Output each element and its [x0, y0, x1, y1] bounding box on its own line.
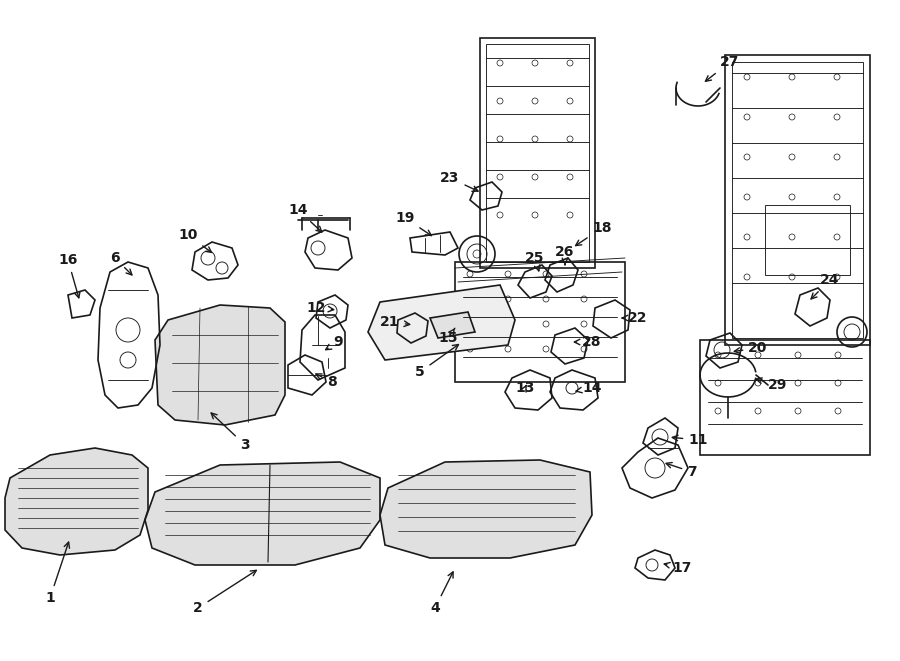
Text: 29: 29: [756, 378, 788, 392]
Polygon shape: [380, 460, 592, 558]
Text: 14: 14: [288, 203, 322, 232]
Text: 23: 23: [440, 171, 478, 191]
Text: 11: 11: [672, 433, 707, 447]
Text: 13: 13: [516, 381, 535, 395]
Polygon shape: [145, 462, 380, 565]
Text: 27: 27: [706, 55, 740, 81]
Text: 15: 15: [438, 329, 458, 345]
Text: 10: 10: [178, 228, 212, 253]
Text: 3: 3: [212, 413, 250, 452]
Text: 2: 2: [194, 570, 256, 615]
Text: 12: 12: [306, 301, 334, 315]
Text: 20: 20: [734, 341, 768, 355]
Text: 4: 4: [430, 572, 453, 615]
Text: 19: 19: [395, 211, 431, 235]
Text: 9: 9: [326, 335, 343, 350]
Text: 7: 7: [666, 463, 697, 479]
Polygon shape: [368, 285, 515, 360]
Text: 28: 28: [574, 335, 602, 349]
Text: 5: 5: [415, 344, 458, 379]
Text: 26: 26: [555, 245, 575, 264]
Polygon shape: [430, 312, 475, 338]
Text: 25: 25: [526, 251, 544, 271]
Text: 17: 17: [664, 561, 692, 575]
Text: 21: 21: [380, 315, 410, 329]
Polygon shape: [155, 305, 285, 425]
Text: 22: 22: [622, 311, 648, 325]
Text: 14: 14: [576, 381, 602, 395]
Text: 24: 24: [811, 273, 840, 299]
Text: 6: 6: [110, 251, 132, 275]
Text: 8: 8: [316, 374, 337, 389]
Text: 18: 18: [576, 221, 612, 246]
Text: 16: 16: [58, 253, 80, 298]
Text: 1: 1: [45, 542, 69, 605]
Polygon shape: [5, 448, 148, 555]
